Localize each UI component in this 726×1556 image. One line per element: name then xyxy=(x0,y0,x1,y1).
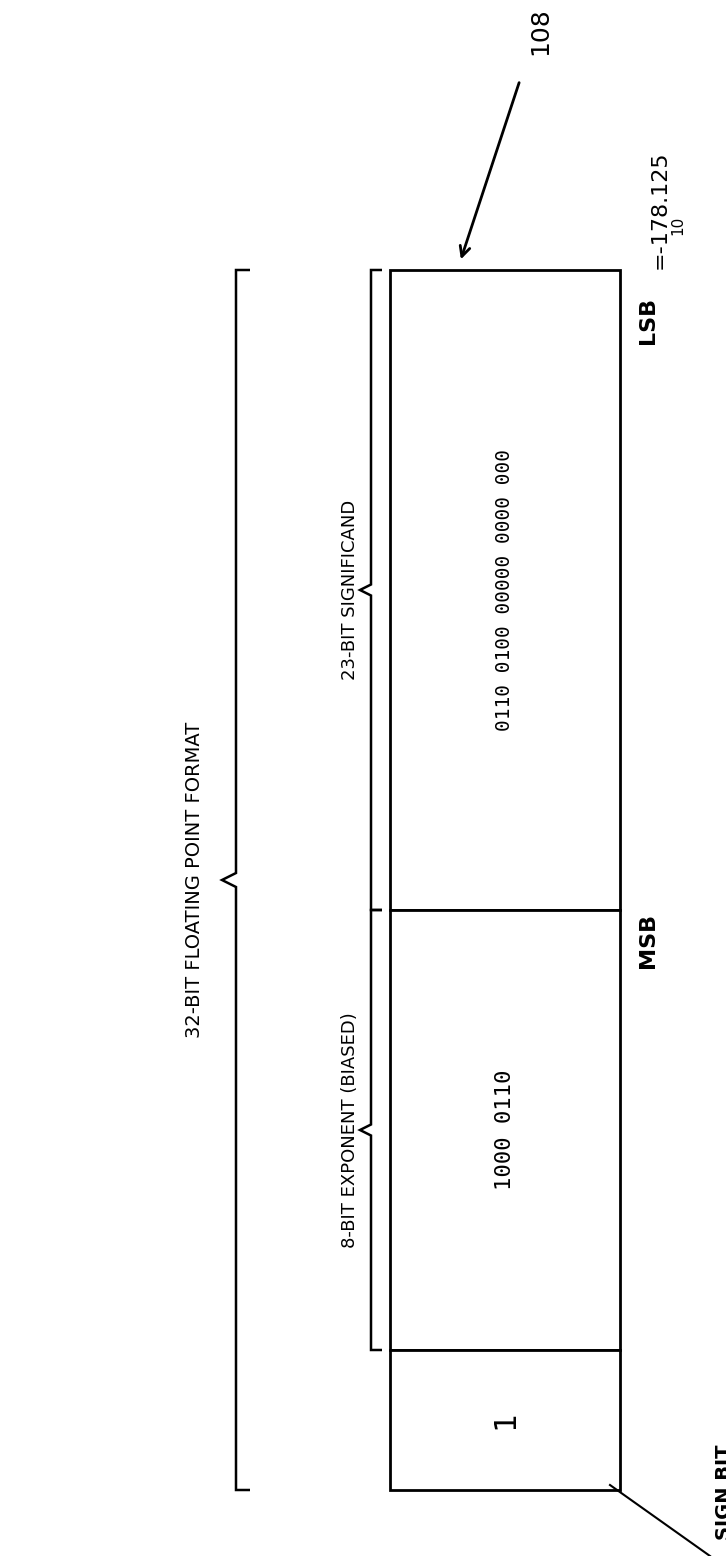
Text: 108: 108 xyxy=(528,8,552,54)
Text: 0110 0100 00000 0000 000: 0110 0100 00000 0000 000 xyxy=(496,450,515,731)
Text: 1: 1 xyxy=(491,1411,520,1430)
Bar xyxy=(390,271,620,910)
Text: 10: 10 xyxy=(671,215,685,235)
Text: 1000 0110: 1000 0110 xyxy=(495,1071,515,1190)
Bar xyxy=(390,910,620,1351)
Text: 32-BIT FLOATING POINT FORMAT: 32-BIT FLOATING POINT FORMAT xyxy=(186,722,205,1038)
Text: 8-BIT EXPONENT (BIASED): 8-BIT EXPONENT (BIASED) xyxy=(341,1011,359,1248)
Text: LSB: LSB xyxy=(638,297,658,344)
Text: SIGN BIT: SIGN BIT xyxy=(715,1444,726,1540)
Text: 23-BIT SIGNIFICAND: 23-BIT SIGNIFICAND xyxy=(341,499,359,680)
Text: MSB: MSB xyxy=(638,912,658,968)
Bar xyxy=(390,1351,620,1491)
Text: =-178.125: =-178.125 xyxy=(650,151,670,269)
